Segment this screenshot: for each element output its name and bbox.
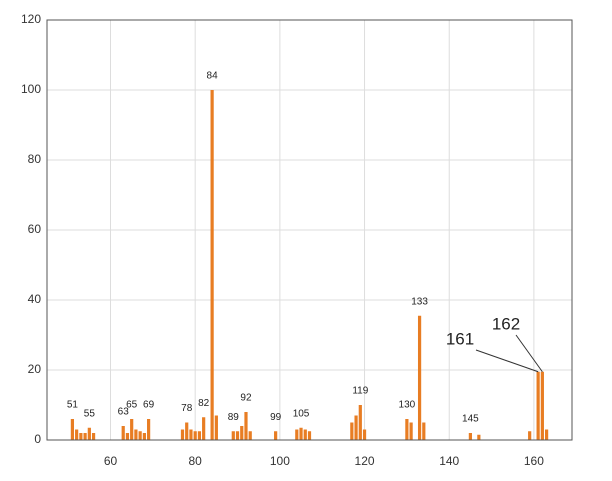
peak-label: 89: [228, 412, 240, 423]
y-tick-label: 80: [28, 152, 42, 166]
peak-label: 82: [198, 398, 210, 409]
peak-label: 133: [411, 296, 428, 307]
callout-label: 162: [492, 314, 520, 333]
peak-label: 78: [181, 403, 193, 414]
bar: [189, 429, 193, 440]
bar: [274, 431, 278, 440]
bar: [303, 429, 307, 440]
bar: [244, 412, 248, 440]
bar: [180, 429, 185, 440]
x-tick-label: 100: [270, 454, 290, 468]
bar: [231, 431, 235, 440]
bar: [121, 426, 125, 440]
bar: [307, 431, 312, 440]
bar: [295, 429, 299, 440]
peak-label: 119: [352, 386, 368, 397]
bar: [75, 429, 79, 440]
bar: [83, 433, 87, 440]
bar: [138, 431, 142, 440]
plot-frame: [46, 19, 573, 441]
bar: [134, 429, 138, 440]
y-tick-label: 120: [21, 12, 41, 26]
peak-label: 51: [67, 400, 79, 411]
bar: [235, 431, 240, 440]
bar: [130, 419, 134, 440]
bar: [358, 405, 362, 440]
x-tick-label: 140: [439, 454, 459, 468]
bar: [422, 422, 426, 440]
peak-label: 105: [293, 408, 310, 419]
bar: [536, 371, 540, 440]
bar: [147, 419, 151, 440]
peak-label: 65: [126, 400, 138, 411]
bar: [528, 431, 532, 440]
y-tick-label: 100: [21, 82, 41, 96]
bar: [299, 427, 303, 440]
bar: [197, 431, 202, 440]
bar: [240, 426, 244, 440]
bar: [540, 371, 544, 440]
bar: [417, 315, 422, 440]
bar: [544, 429, 549, 440]
x-tick-label: 160: [524, 454, 544, 468]
bar: [468, 433, 472, 440]
callout-line: [515, 334, 543, 373]
peak-label: 63: [118, 407, 130, 418]
bar: [79, 433, 83, 440]
x-tick-label: 80: [189, 454, 203, 468]
peak-label: 145: [462, 414, 479, 425]
callout-label: 161: [446, 329, 474, 348]
bar: [409, 422, 413, 440]
peak-label: 84: [207, 71, 219, 82]
bar: [91, 433, 96, 440]
bar: [214, 415, 218, 440]
bar: [193, 431, 197, 440]
callout-line: [475, 349, 539, 373]
peak-label: 92: [240, 393, 252, 404]
bar: [142, 433, 146, 440]
bar: [87, 427, 91, 440]
bar: [354, 415, 358, 440]
bar: [210, 90, 214, 440]
peak-label: 99: [270, 412, 282, 423]
bar: [125, 433, 130, 440]
y-tick-label: 40: [28, 292, 42, 306]
bar: [185, 422, 189, 440]
x-tick-label: 60: [104, 454, 118, 468]
bar: [248, 431, 252, 440]
bar: [202, 417, 206, 440]
y-tick-label: 0: [34, 432, 41, 446]
y-tick-label: 60: [28, 222, 42, 236]
x-tick-label: 120: [355, 454, 375, 468]
bar: [405, 419, 409, 440]
peak-label: 55: [84, 408, 96, 419]
peak-label: 130: [399, 400, 416, 411]
peak-label: 69: [143, 400, 155, 411]
bar: [350, 422, 354, 440]
y-tick-label: 20: [28, 362, 42, 376]
bar: [477, 434, 481, 440]
bar: [362, 429, 367, 440]
bar: [70, 419, 75, 440]
